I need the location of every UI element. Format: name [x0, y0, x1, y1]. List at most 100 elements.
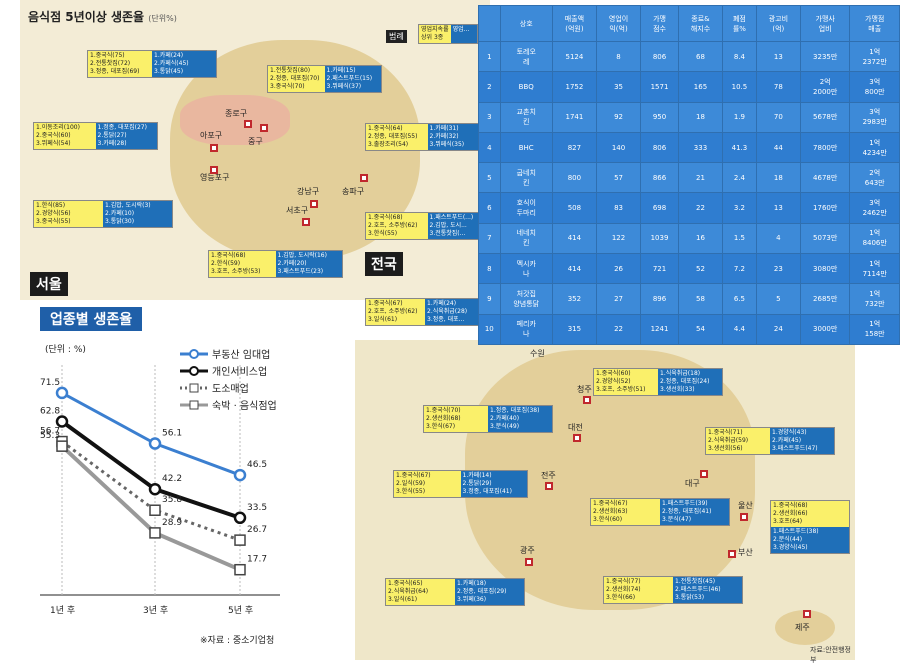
table-cell: 호식이 두마리 [499, 192, 553, 224]
district-stat-box: 1.한식(85) 2.경양식(56) 3.중국식(55) 1.김밥, 도시락(3)… [33, 200, 173, 228]
table-cell: 굽네치 킨 [499, 162, 553, 194]
table-cell: BHC [499, 131, 553, 164]
table-cell: 44 [755, 131, 801, 164]
table-cell: 네네치 킨 [499, 222, 553, 255]
table-cell: 1571 [640, 71, 679, 103]
table-cell: 806 [640, 40, 679, 73]
table-cell: 698 [640, 192, 679, 224]
table-cell: 2억 2000만 [799, 71, 851, 103]
table-cell: 10.5 [722, 71, 757, 103]
table-cell: 22 [595, 313, 642, 346]
data-label: 56.1 [162, 429, 182, 439]
table-cell: 13 [755, 40, 801, 73]
table-cell: 508 [551, 192, 597, 224]
city-stat-box: 1.중국식(67) 2.생선회(63) 3.한식(60) 1.패스트푸드(39) … [590, 498, 730, 526]
table-cell: 1억 8406만 [849, 222, 900, 255]
district-label: 아포구 [200, 131, 223, 140]
data-label: 17.7 [247, 555, 267, 565]
table-header-cell: 폐점 률% [722, 5, 757, 42]
data-point [149, 504, 161, 516]
table-cell: 1241 [640, 313, 679, 346]
city-label: 부산 [738, 548, 753, 557]
table-cell: 22 [677, 192, 724, 224]
table-cell: 68 [677, 40, 724, 73]
data-point [56, 440, 68, 452]
table-cell: 18 [755, 162, 801, 194]
table-cell: 1039 [640, 222, 679, 255]
city-marker [700, 470, 708, 478]
data-point [149, 527, 161, 539]
table-cell: 1억 732만 [849, 283, 900, 315]
table-cell: 5678만 [799, 101, 851, 133]
table-row: 2 BBQ 1752 35 1571 165 10.5 78 2억 2000만 3억 800만 [478, 71, 900, 103]
legend-item: 부동산 임대업 [180, 345, 277, 362]
district-stat-box: 1.중국식(68) 2.호프, 소주방(62) 3.한식(55) 1.패스트푸드(… [365, 212, 490, 240]
table-cell: 5073만 [799, 222, 851, 255]
table-header-cell: 광고비 (억) [755, 5, 801, 42]
table-cell: 23 [755, 253, 801, 285]
table-row: 10 페리카 나 315 22 1241 54 4.4 24 3000만 1억 158만 [478, 313, 900, 346]
table-cell: 3억 2983만 [849, 101, 900, 133]
legend-item: 도소매업 [180, 379, 277, 396]
district-label: 영등포구 [200, 173, 230, 182]
table-cell: 2.4 [722, 162, 757, 194]
city-stat-box: 1.중국식(77) 2.생선회(74) 3.한식(66) 1.전통찻집(45) 2… [603, 576, 743, 604]
table-cell: 140 [595, 131, 642, 164]
table-cell: 414 [551, 253, 597, 285]
city-marker [525, 558, 533, 566]
table-cell: 페리카 나 [499, 313, 553, 346]
chart-plot: 1년 후 3년 후 5년 후 71.5 56.1 46.5 62.8 42.2 33.5 56.7… [40, 365, 280, 616]
table-row: 3 교촌치 킨 1741 92 950 18 1.9 70 5678만 3억 2983만 [478, 101, 900, 133]
data-point [234, 563, 246, 576]
table-cell: 8 [478, 253, 501, 285]
table-cell: 8 [595, 40, 642, 73]
district-label: 강남구 [297, 187, 320, 196]
table-cell: 165 [677, 71, 724, 103]
table-header-row: 상호 매출액 (억원) 영업이 익(억) 가맹 점수 종료& 해지수 폐점 률% 광고비 (… [478, 5, 900, 42]
nation-source: 자료:안전행정부 [810, 646, 851, 664]
district-marker [360, 174, 368, 182]
table-row: 8 멕시카 나 414 26 721 52 7.2 23 3080만 1억 7114만 [478, 253, 900, 285]
seoul-title: 음식점 5년이상 생존율 (단위%) [28, 10, 177, 24]
table-cell: 1760만 [799, 192, 851, 224]
table-cell: 21 [677, 162, 724, 194]
table-cell: 122 [595, 222, 642, 255]
table-cell: 7 [478, 222, 501, 255]
data-point [233, 511, 247, 525]
city-stat-box: 1.중국식(60) 2.경양식(52) 3.호프, 소주방(51) 1.식육취급(… [593, 368, 723, 396]
data-label: 35.8 [162, 495, 182, 505]
district-marker [210, 144, 218, 152]
table-cell: 35 [595, 71, 642, 103]
data-point [233, 468, 247, 482]
table-cell: 3235만 [799, 40, 851, 73]
city-marker [573, 434, 581, 442]
table-cell: 1억 2372만 [849, 40, 900, 73]
table-cell: 5124 [551, 40, 597, 73]
city-stat-box: 1.중국식(71) 2.식육취급(59) 3.생선회(56) 1.경양식(43) … [705, 427, 835, 455]
table-cell: 352 [551, 283, 597, 315]
table-cell: 70 [755, 101, 801, 133]
city-marker [740, 513, 748, 521]
nation-map-panel: 수원 청주 대전 전주 대구 울산 광주 부산 제주 1.중국식(60) 2.경… [355, 340, 855, 664]
table-cell: 8.4 [722, 40, 757, 73]
data-point [55, 415, 69, 428]
data-label: 33.5 [247, 503, 267, 513]
city-stat-box: 1.중국식(70) 2.생선회(68) 3.한식(67) 1.정종, 대포집(38… [423, 405, 553, 433]
x-tick-label: 5년 후 [228, 605, 253, 616]
franchise-table: 상호 매출액 (억원) 영업이 익(억) 가맹 점수 종료& 해지수 폐점 률% 광고비 (… [478, 5, 900, 346]
table-cell: 54 [677, 313, 724, 346]
data-label: 46.5 [247, 460, 267, 470]
x-tick-label: 3년 후 [143, 605, 168, 616]
city-label: 제주 [795, 623, 810, 632]
table-row: 5 굽네치 킨 800 57 866 21 2.4 18 4678만 2억 643만 [478, 162, 900, 194]
table-cell: 2 [478, 71, 501, 103]
table-cell: 78 [755, 71, 801, 103]
city-label: 울산 [738, 501, 753, 510]
table-row: 7 네네치 킨 414 122 1039 16 1.5 4 5073만 1억 8406만 [478, 222, 900, 255]
table-cell: 18 [677, 101, 724, 133]
data-label: 71.5 [40, 378, 60, 388]
city-label: 대구 [685, 479, 700, 488]
table-cell: 9 [478, 283, 501, 315]
city-label: 전주 [541, 471, 556, 480]
district-stat-box: 1.전통찻집(80) 2.정종, 대포집(70) 3.중국식(70) 1.카페(1… [267, 65, 382, 93]
